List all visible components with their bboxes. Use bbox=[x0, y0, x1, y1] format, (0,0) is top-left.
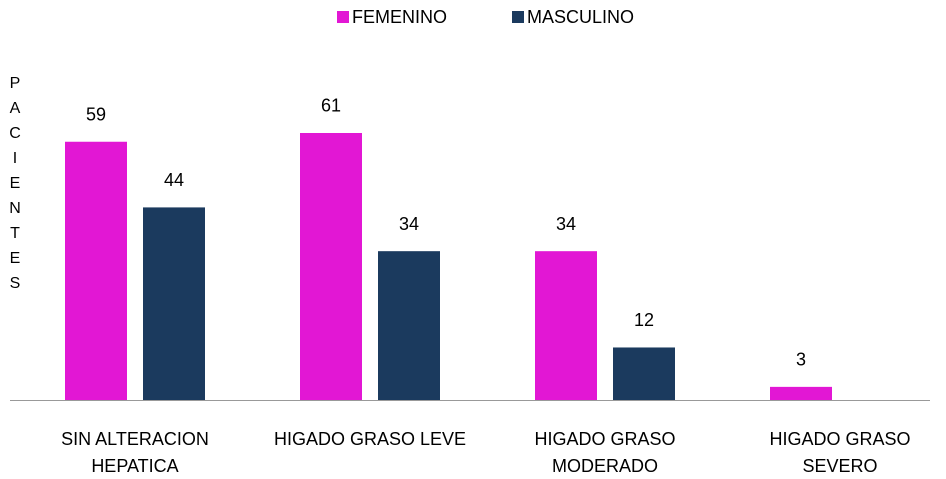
data-label: 59 bbox=[86, 104, 106, 124]
x-tick-label: HIGADO GRASO LEVE bbox=[274, 429, 466, 449]
legend-swatch bbox=[512, 11, 524, 23]
bar bbox=[613, 347, 675, 400]
bar bbox=[770, 386, 832, 400]
legend-label: MASCULINO bbox=[527, 7, 634, 27]
bar bbox=[378, 251, 440, 400]
data-label: 3 bbox=[796, 350, 806, 370]
y-axis-label: PACIENTES bbox=[7, 75, 24, 300]
legend-swatch bbox=[337, 11, 349, 23]
data-label: 12 bbox=[634, 310, 654, 330]
x-tick-label: MODERADO bbox=[552, 456, 658, 476]
bar bbox=[300, 132, 362, 400]
x-tick-label: HEPATICA bbox=[91, 456, 178, 476]
x-tick-label: SIN ALTERACION bbox=[61, 429, 209, 449]
bar bbox=[65, 141, 127, 400]
bar bbox=[535, 251, 597, 400]
data-label: 44 bbox=[164, 170, 184, 190]
legend-label: FEMENINO bbox=[352, 7, 447, 27]
data-label: 34 bbox=[399, 214, 419, 234]
bar bbox=[143, 207, 205, 400]
data-label: 34 bbox=[556, 214, 576, 234]
x-tick-label: SEVERO bbox=[802, 456, 877, 476]
x-tick-label: HIGADO GRASO bbox=[769, 429, 910, 449]
x-tick-label: HIGADO GRASO bbox=[534, 429, 675, 449]
data-label: 61 bbox=[321, 96, 341, 116]
